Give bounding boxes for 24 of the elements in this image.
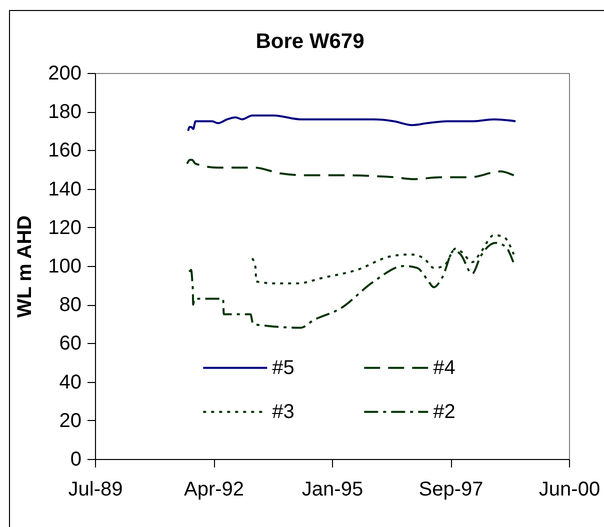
line-series: [187, 114, 517, 132]
chart-title: Bore W679: [256, 30, 364, 53]
x-tick-label: Apr-92: [184, 478, 244, 500]
y-tick-label: 140: [48, 178, 82, 200]
y-tick-label: 180: [48, 101, 82, 124]
y-tick-label: 160: [48, 140, 82, 162]
x-tick-label: Sep-97: [418, 478, 484, 500]
legend-label: #5: [272, 356, 294, 379]
legend-label: #2: [433, 400, 456, 423]
line-series: [186, 158, 515, 180]
y-tick-label: 0: [70, 448, 82, 470]
x-tick-label: Jul-89: [68, 478, 123, 500]
x-tick-label: Jun-00: [538, 478, 600, 500]
x-tick-label: Jan-95: [302, 478, 364, 500]
legend-label: #4: [433, 356, 456, 379]
y-axis-title: WL m AHD: [14, 215, 36, 318]
y-tick-label: 20: [59, 410, 82, 432]
y-tick-label: 120: [48, 216, 82, 239]
y-tick-label: 80: [59, 294, 82, 316]
legend-label: #3: [272, 400, 294, 423]
y-tick-label: 100: [48, 256, 82, 278]
y-tick-label: 60: [59, 332, 82, 355]
y-tick-label: 40: [59, 371, 82, 394]
y-tick-label: 200: [48, 62, 82, 84]
